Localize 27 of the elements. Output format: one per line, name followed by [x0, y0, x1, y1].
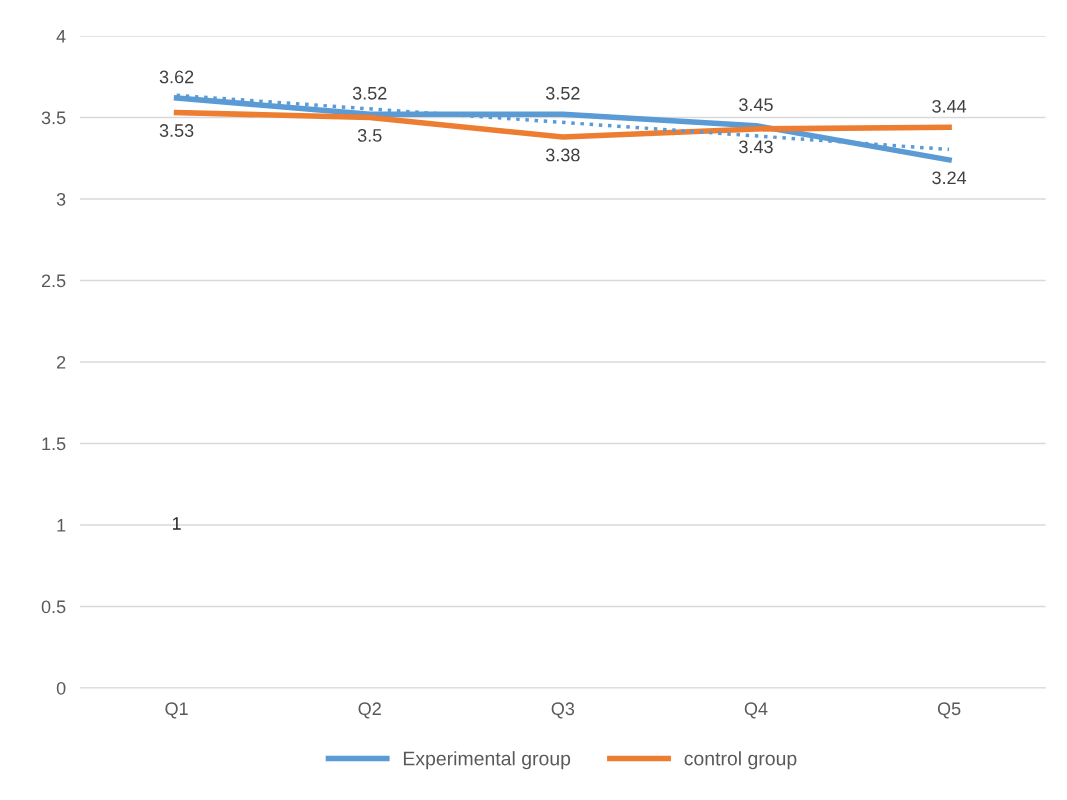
data-label: 3.38 [545, 148, 580, 162]
data-label: 3.52 [545, 86, 580, 100]
y-tick-label: 3.5 [41, 111, 66, 125]
y-tick-label: 2 [57, 355, 66, 369]
data-label: 3.52 [352, 86, 387, 100]
data-label: 3.5 [357, 129, 382, 142]
x-tick-label: Q5 [937, 702, 961, 719]
legend-label: Experimental group [403, 751, 571, 770]
data-label: 3.45 [739, 98, 773, 112]
x-tick-label: Q1 [165, 702, 188, 719]
y-tick-label: 0.5 [41, 600, 66, 614]
y-tick-label: 3 [56, 192, 66, 206]
y-tick-label: 4 [56, 30, 66, 43]
x-tick-label: Q4 [744, 702, 768, 719]
y-tick-label: 1 [57, 519, 66, 532]
legend-label: control group [684, 751, 797, 770]
y-tick-label: 0 [56, 681, 66, 695]
data-label: 3.43 [739, 140, 773, 154]
data-label: 3.62 [159, 70, 194, 84]
y-tick-label: 2.5 [41, 274, 66, 288]
y-tick-label: 1.5 [42, 437, 66, 451]
data-label: 3.24 [932, 171, 967, 185]
data-label: 3.44 [932, 99, 967, 113]
data-label: 3.53 [159, 124, 194, 137]
x-tick-label: Q3 [551, 702, 575, 719]
annotation: 1 [172, 517, 181, 530]
x-tick-label: Q2 [358, 702, 381, 719]
